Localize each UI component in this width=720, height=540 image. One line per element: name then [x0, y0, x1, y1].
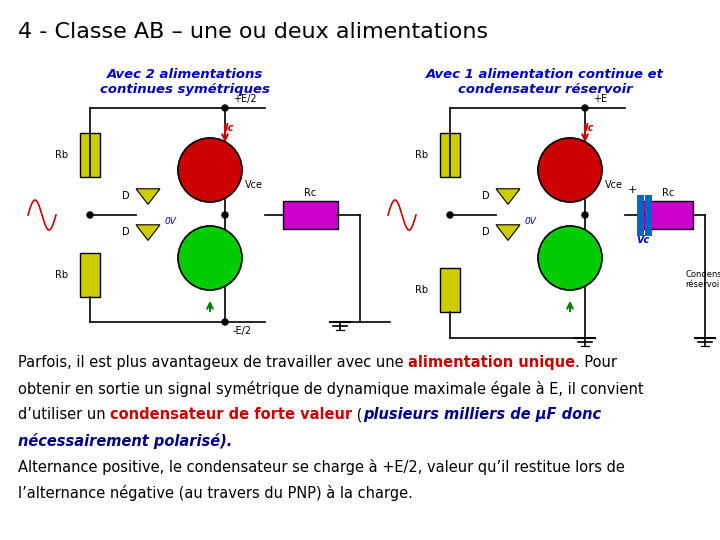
Text: Rb: Rb: [55, 270, 68, 280]
Text: D: D: [122, 227, 130, 237]
FancyBboxPatch shape: [282, 201, 338, 229]
Text: alimentation unique: alimentation unique: [408, 355, 575, 370]
Text: 0V: 0V: [524, 217, 536, 226]
Polygon shape: [496, 225, 520, 240]
Text: 4 - Classe AB – une ou deux alimentations: 4 - Classe AB – une ou deux alimentation…: [18, 22, 488, 42]
Circle shape: [538, 226, 602, 290]
Text: D: D: [482, 191, 490, 201]
Text: D: D: [482, 227, 490, 237]
Text: Avec 2 alimentations
continues symétriques: Avec 2 alimentations continues symétriqu…: [100, 68, 270, 96]
Text: l’alternance négative (au travers du PNP) à la charge.: l’alternance négative (au travers du PNP…: [18, 485, 413, 501]
Circle shape: [538, 138, 602, 202]
Text: Parfois, il est plus avantageux de travailler avec une: Parfois, il est plus avantageux de trava…: [18, 355, 408, 370]
Text: +: +: [627, 185, 636, 195]
Text: Rc: Rc: [662, 188, 674, 198]
Text: Alternance positive, le condensateur se charge à +E/2, valeur qu’il restitue lor: Alternance positive, le condensateur se …: [18, 459, 625, 475]
Text: Rb: Rb: [415, 285, 428, 295]
Polygon shape: [136, 225, 160, 240]
Text: D: D: [122, 191, 130, 201]
Circle shape: [178, 138, 242, 202]
Text: nécessairement polarisé).: nécessairement polarisé).: [18, 433, 233, 449]
Polygon shape: [496, 189, 520, 205]
Circle shape: [87, 212, 93, 218]
Text: Ic: Ic: [585, 123, 595, 133]
FancyBboxPatch shape: [643, 201, 693, 229]
Text: Vce: Vce: [245, 180, 263, 190]
Text: +E/2: +E/2: [233, 94, 256, 104]
Text: Rb: Rb: [415, 150, 428, 160]
Text: condensateur de forte valeur: condensateur de forte valeur: [110, 407, 352, 422]
Circle shape: [582, 105, 588, 111]
FancyBboxPatch shape: [80, 133, 100, 177]
Text: Vc: Vc: [636, 235, 649, 245]
Text: Avec 1 alimentation continue et
condensateur réservoir: Avec 1 alimentation continue et condensa…: [426, 68, 664, 96]
Text: Vce: Vce: [605, 180, 623, 190]
Text: d’utiliser un: d’utiliser un: [18, 407, 110, 422]
Text: plusieurs milliers de μF donc: plusieurs milliers de μF donc: [363, 407, 601, 422]
Text: +E: +E: [593, 94, 607, 104]
Text: 0V: 0V: [164, 217, 176, 226]
Text: Condensateur
réservoir: Condensateur réservoir: [685, 270, 720, 289]
Circle shape: [222, 212, 228, 218]
Text: (: (: [352, 407, 363, 422]
Circle shape: [178, 226, 242, 290]
Text: Ic: Ic: [225, 123, 235, 133]
Text: Rb: Rb: [55, 150, 68, 160]
FancyBboxPatch shape: [440, 268, 460, 312]
Text: -E/2: -E/2: [233, 326, 252, 336]
Circle shape: [222, 105, 228, 111]
Text: . Pour: . Pour: [575, 355, 617, 370]
Polygon shape: [136, 189, 160, 205]
Circle shape: [582, 212, 588, 218]
FancyBboxPatch shape: [440, 133, 460, 177]
Text: obtenir en sortie un signal symétrique de dynamique maximale égale à E, il convi: obtenir en sortie un signal symétrique d…: [18, 381, 644, 397]
Circle shape: [222, 319, 228, 325]
FancyBboxPatch shape: [80, 253, 100, 297]
Circle shape: [447, 212, 453, 218]
Text: Rc: Rc: [304, 188, 316, 198]
